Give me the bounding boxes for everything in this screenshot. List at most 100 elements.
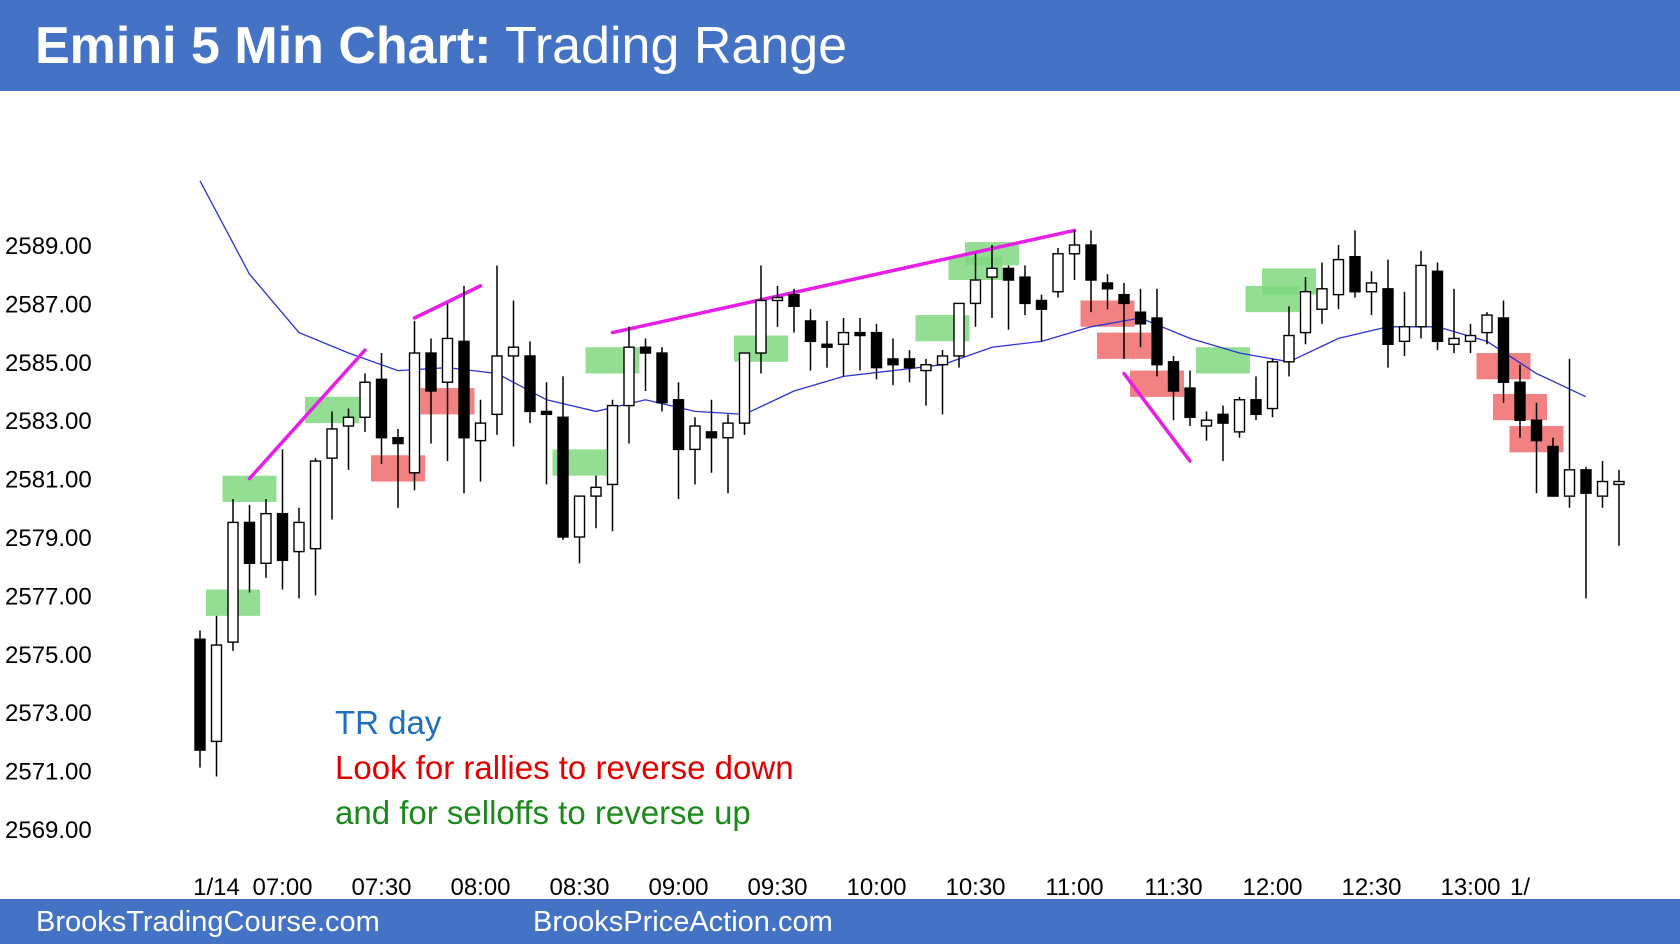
bull-candle-body (210, 644, 223, 743)
candle (804, 309, 817, 371)
bear-candle-body (1250, 399, 1262, 416)
candle (1217, 405, 1229, 462)
bear-candle-body (524, 355, 536, 413)
candle (1167, 355, 1180, 421)
bear-candle-body (1431, 270, 1444, 343)
note-selloffs: and for selloffs to reverse up (335, 794, 751, 831)
bear-candle-body (1184, 387, 1196, 418)
bull-candle-body (1052, 253, 1064, 293)
candle (1481, 312, 1493, 345)
bull-candle-body (1316, 288, 1328, 310)
bear-candle-body (1002, 267, 1015, 281)
y-tick-label: 2589.00 (5, 233, 92, 260)
bear-candle-body (1167, 361, 1180, 392)
bull-candle-body (1464, 334, 1477, 343)
candle (639, 338, 652, 391)
candle (1101, 274, 1114, 310)
bear-candle-body (903, 358, 916, 369)
bear-candle-body (375, 378, 388, 439)
candle (1299, 277, 1312, 345)
bear-candle-body (458, 340, 470, 439)
bear-candle-body (1349, 255, 1361, 293)
bear-candle-body (870, 331, 883, 369)
y-tick-label: 2569.00 (5, 817, 92, 844)
trendline (1122, 371, 1192, 463)
candle (771, 285, 784, 327)
candle (1613, 469, 1625, 546)
y-tick-label: 2573.00 (5, 700, 92, 727)
bull-candle-body (771, 296, 784, 302)
x-tick-label: 1/14 (193, 874, 240, 899)
candle (1514, 364, 1526, 438)
buy-signal-box (1196, 347, 1250, 374)
candle (227, 499, 239, 651)
x-tick-label: 09:30 (747, 874, 807, 899)
candle (1002, 265, 1015, 330)
x-tick-label: 08:30 (549, 874, 609, 899)
bull-candle-body (1481, 314, 1493, 334)
bear-candle-body (1151, 317, 1163, 366)
chart-title: Emini 5 Min Chart: Trading Range (35, 14, 847, 78)
candle (986, 245, 998, 318)
x-tick-label: 07:00 (252, 874, 312, 899)
bear-candle-body (1217, 413, 1229, 424)
candle (722, 414, 734, 494)
bear-candle-body (1497, 317, 1510, 383)
bull-candle-body (408, 352, 421, 474)
candle (1316, 262, 1328, 324)
bear-candle-body (804, 320, 817, 343)
bull-candle-body (1613, 480, 1625, 486)
bull-candle-body (969, 279, 982, 305)
bull-candle-body (722, 422, 734, 439)
candle (1266, 358, 1279, 418)
candle (1134, 288, 1147, 348)
x-tick-label: 08:00 (450, 874, 510, 899)
candle (1184, 370, 1196, 427)
candle (243, 504, 256, 593)
candlestick-chart: 2589.00 2587.00 2585.00 2583.00 2581.00 2579.… (5, 180, 1625, 899)
bull-candle-body (227, 521, 239, 643)
candle (1547, 437, 1559, 497)
note-tr-day: TR day (335, 704, 442, 741)
x-tick-label: 12:00 (1242, 874, 1302, 899)
bull-candle-body (1596, 480, 1609, 497)
bear-candle-body (854, 331, 866, 337)
bear-candle-body (540, 410, 553, 416)
candle (194, 630, 206, 768)
y-tick-label: 2585.00 (5, 350, 92, 377)
candle (392, 428, 404, 508)
candle (821, 320, 833, 368)
bull-candle-body (1563, 469, 1576, 497)
bull-candle-body (623, 346, 635, 407)
candle (870, 323, 883, 380)
candle (573, 495, 586, 564)
candle (606, 399, 619, 532)
bear-candle-body (1530, 419, 1543, 442)
y-tick-label: 2579.00 (5, 525, 92, 552)
candle (623, 326, 635, 444)
bear-candle-body (1382, 288, 1394, 345)
x-tick-label: 11:00 (1045, 874, 1103, 899)
bull-candle-body (1398, 326, 1411, 343)
footer-link-price-action[interactable]: BrooksPriceAction.com (533, 906, 833, 938)
bull-candle-body (1332, 258, 1345, 296)
candle (672, 382, 685, 500)
x-tick-label: 11:30 (1144, 874, 1202, 899)
candle (1497, 300, 1510, 403)
buy-signal-box (1262, 268, 1316, 295)
title-bold-part: Emini 5 Min Chart: (35, 17, 492, 75)
y-tick-label: 2581.00 (5, 467, 92, 494)
bear-candle-body (821, 343, 833, 348)
bull-candle-body (309, 460, 322, 550)
candle (557, 376, 569, 540)
candle (359, 373, 371, 432)
candle (210, 615, 223, 777)
candle (1415, 250, 1427, 339)
y-tick-label: 2587.00 (5, 291, 92, 318)
bear-candle-body (1134, 311, 1147, 325)
candle (689, 417, 701, 485)
bear-candle-body (1019, 276, 1031, 305)
title-banner: Emini 5 Min Chart: Trading Range (0, 0, 1680, 91)
bear-candle-body (672, 399, 685, 451)
footer-link-trading-course[interactable]: BrooksTradingCourse.com (36, 906, 380, 938)
